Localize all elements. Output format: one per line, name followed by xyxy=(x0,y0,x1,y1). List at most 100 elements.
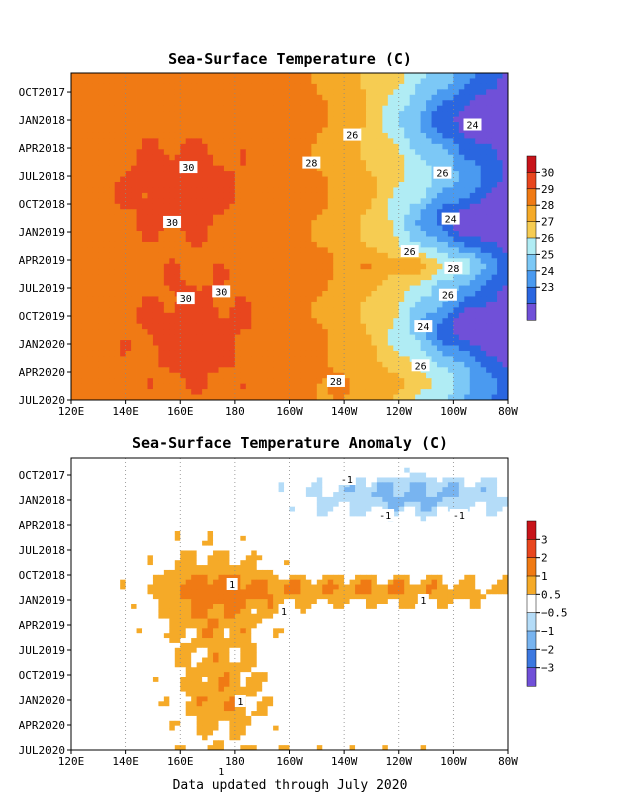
heatmap-cell xyxy=(202,122,208,128)
heatmap-cell xyxy=(273,192,279,199)
heatmap-cell xyxy=(262,187,269,194)
heatmap-cell xyxy=(158,105,165,112)
heatmap-cell xyxy=(431,83,438,90)
heatmap-cell xyxy=(486,252,493,259)
heatmap-cell xyxy=(125,291,132,297)
heatmap-cell xyxy=(289,176,296,183)
heatmap-cell xyxy=(436,318,443,325)
heatmap-cell xyxy=(218,78,225,85)
heatmap-cell xyxy=(409,132,416,139)
heatmap-cell xyxy=(213,389,219,395)
heatmap-cell xyxy=(267,182,274,188)
heatmap-cell xyxy=(415,209,421,216)
heatmap-cell xyxy=(344,231,350,237)
heatmap-cell xyxy=(120,176,127,183)
heatmap-cell xyxy=(464,252,471,259)
heatmap-cell xyxy=(491,116,498,123)
heatmap-cell xyxy=(87,149,94,156)
heatmap-cell xyxy=(223,171,230,177)
heatmap-cell xyxy=(71,462,77,469)
heatmap-cell xyxy=(120,345,127,352)
heatmap-cell xyxy=(300,192,307,199)
heatmap-cell xyxy=(120,132,127,139)
heatmap-cell xyxy=(136,367,143,374)
heatmap-cell xyxy=(92,209,99,216)
heatmap-cell xyxy=(316,182,323,188)
heatmap-cell xyxy=(327,100,334,107)
heatmap-cell xyxy=(365,231,372,237)
heatmap-cell xyxy=(502,122,509,128)
heatmap-cell xyxy=(426,274,432,281)
heatmap-cell xyxy=(191,220,198,226)
heatmap-cell xyxy=(273,318,279,325)
heatmap-cell xyxy=(218,122,225,128)
heatmap-cell xyxy=(267,116,274,123)
heatmap-cell xyxy=(322,394,329,401)
heatmap-cell xyxy=(103,78,110,85)
heatmap-cell xyxy=(202,182,208,188)
heatmap-cell xyxy=(382,209,389,216)
heatmap-cell xyxy=(136,138,143,145)
heatmap-cell xyxy=(464,301,471,308)
heatmap-cell xyxy=(207,182,214,188)
heatmap-cell xyxy=(213,241,219,248)
heatmap-cell xyxy=(163,138,170,145)
heatmap-cell xyxy=(191,138,198,145)
heatmap-cell xyxy=(174,209,181,216)
heatmap-cell xyxy=(245,182,252,188)
heatmap-cell xyxy=(475,307,482,314)
heatmap-cell xyxy=(349,274,356,281)
heatmap-cell xyxy=(376,122,383,128)
heatmap-cell xyxy=(464,312,471,319)
heatmap-cell xyxy=(180,116,187,123)
heatmap-cell xyxy=(245,329,252,335)
heatmap-cell xyxy=(360,301,367,308)
heatmap-cell xyxy=(426,345,432,352)
heatmap-cell xyxy=(185,171,192,177)
heatmap-cell xyxy=(355,149,361,156)
heatmap-cell xyxy=(284,340,290,346)
heatmap-cell xyxy=(436,73,443,79)
colorbar-label: 28 xyxy=(541,199,554,212)
heatmap-cell xyxy=(245,291,252,297)
heatmap-cell xyxy=(453,165,460,172)
heatmap-cell xyxy=(486,350,493,357)
heatmap-cell xyxy=(120,138,127,145)
heatmap-cell xyxy=(120,171,127,177)
heatmap-cell xyxy=(355,192,361,199)
heatmap-cell xyxy=(76,192,83,199)
heatmap-cell xyxy=(382,334,389,341)
heatmap-cell xyxy=(234,263,241,270)
heatmap-cell xyxy=(327,247,334,254)
heatmap-cell xyxy=(458,122,465,128)
heatmap-cell xyxy=(458,127,465,134)
heatmap-cell xyxy=(196,263,203,270)
heatmap-cell xyxy=(114,143,121,150)
heatmap-cell xyxy=(382,340,389,346)
heatmap-cell xyxy=(202,241,208,248)
heatmap-cell xyxy=(191,383,198,390)
heatmap-cell xyxy=(191,149,198,156)
heatmap-cell xyxy=(98,176,105,183)
heatmap-cell xyxy=(327,94,334,101)
heatmap-cell xyxy=(114,122,121,128)
heatmap-cell xyxy=(294,100,301,107)
heatmap-cell xyxy=(202,231,208,237)
heatmap-cell xyxy=(103,122,110,128)
heatmap-cell xyxy=(333,182,340,188)
heatmap-cell xyxy=(349,138,356,145)
heatmap-cell xyxy=(229,105,236,112)
heatmap-cell xyxy=(229,263,236,270)
heatmap-cell xyxy=(453,280,460,286)
heatmap-cell xyxy=(355,361,361,368)
heatmap-cell xyxy=(142,356,148,363)
contour-label: 26 xyxy=(346,131,358,142)
heatmap-cell xyxy=(273,263,279,270)
heatmap-cell xyxy=(273,203,279,210)
heatmap-cell xyxy=(491,458,498,464)
heatmap-cell xyxy=(114,340,121,346)
heatmap-cell xyxy=(71,209,77,216)
heatmap-cell xyxy=(218,171,225,177)
heatmap-cell xyxy=(486,356,493,363)
heatmap-cell xyxy=(404,274,411,281)
